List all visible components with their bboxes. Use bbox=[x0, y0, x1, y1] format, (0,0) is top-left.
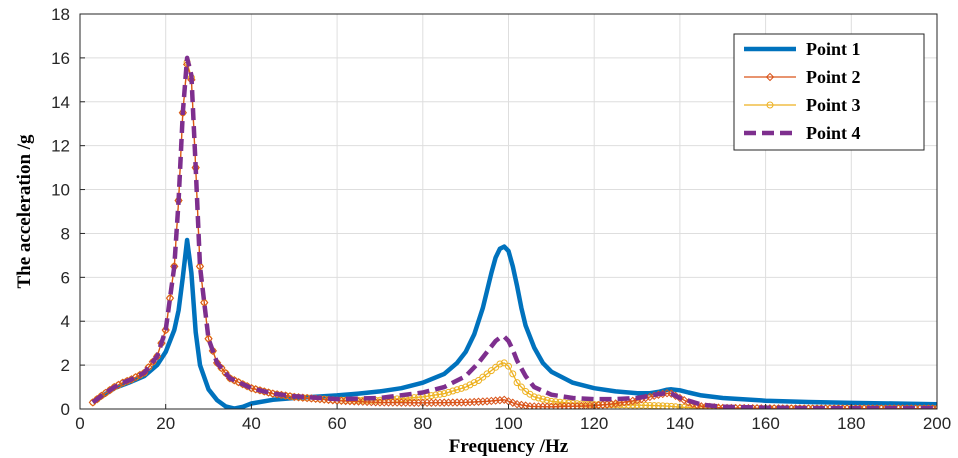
legend: Point 1 Point 2 Point 3 Point 4 bbox=[733, 33, 925, 151]
data-point-marker bbox=[645, 392, 655, 402]
data-point-marker bbox=[436, 390, 444, 398]
data-point-marker bbox=[475, 376, 483, 384]
data-point-marker bbox=[932, 404, 937, 409]
data-point-marker bbox=[663, 402, 671, 409]
y-axis-title: The acceleration /g bbox=[14, 134, 35, 289]
data-point-marker bbox=[539, 395, 547, 403]
legend-label: Point 1 bbox=[806, 39, 861, 59]
x-tick-label: 80 bbox=[413, 414, 432, 433]
series-point-4 bbox=[91, 55, 937, 409]
data-point-marker bbox=[513, 379, 521, 387]
data-point-marker bbox=[195, 262, 205, 271]
data-point-marker bbox=[462, 383, 470, 391]
x-tick-label: 20 bbox=[156, 414, 175, 433]
y-tick-label: 0 bbox=[61, 400, 70, 419]
data-point-marker bbox=[487, 367, 495, 375]
legend-item: Point 1 bbox=[744, 39, 861, 59]
data-point-marker bbox=[598, 400, 607, 409]
data-point-marker bbox=[611, 399, 620, 408]
data-point-marker bbox=[629, 401, 637, 409]
data-point-marker bbox=[483, 370, 491, 378]
x-axis-title: Frequency /Hz bbox=[449, 436, 569, 457]
y-tick-label: 12 bbox=[51, 137, 70, 156]
data-point-marker bbox=[178, 108, 188, 117]
x-tick-label: 160 bbox=[751, 414, 779, 433]
data-point-marker bbox=[492, 363, 500, 371]
legend-item: Point 2 bbox=[744, 67, 861, 87]
data-point-marker bbox=[508, 398, 517, 407]
data-point-marker bbox=[457, 384, 465, 392]
x-tick-label: 200 bbox=[923, 414, 951, 433]
data-point-marker bbox=[505, 362, 512, 370]
data-point-marker bbox=[440, 390, 448, 398]
data-point-marker bbox=[495, 396, 505, 405]
y-tick-label: 2 bbox=[61, 356, 70, 375]
y-tick-label: 8 bbox=[61, 224, 70, 243]
data-point-marker bbox=[410, 394, 418, 402]
data-point-marker bbox=[602, 400, 612, 409]
y-tick-label: 4 bbox=[61, 312, 70, 331]
data-point-marker bbox=[453, 386, 461, 394]
data-point-marker bbox=[496, 360, 504, 368]
legend-label: Point 4 bbox=[806, 123, 861, 143]
y-tick-label: 16 bbox=[51, 49, 70, 68]
x-tick-label: 0 bbox=[75, 414, 84, 433]
data-point-marker bbox=[628, 396, 637, 406]
legend-item: Point 3 bbox=[744, 95, 861, 115]
data-point-marker bbox=[679, 396, 689, 405]
data-point-marker bbox=[633, 401, 641, 409]
x-tick-label: 40 bbox=[242, 414, 261, 433]
data-point-marker bbox=[482, 397, 492, 406]
legend-box bbox=[733, 33, 925, 151]
data-point-marker bbox=[470, 379, 478, 387]
data-point-marker bbox=[642, 401, 650, 409]
data-point-marker bbox=[509, 370, 517, 378]
tick-labels: 0 20 40 60 80 100 120 140 160 180 200 0 2 4 6 8 10 12 14 16… bbox=[51, 5, 951, 433]
y-tick-label: 18 bbox=[51, 5, 70, 24]
data-point-marker bbox=[615, 398, 625, 408]
data-point-marker bbox=[466, 381, 474, 389]
legend-label: Point 3 bbox=[806, 95, 861, 115]
data-point-marker bbox=[449, 387, 457, 395]
data-point-marker bbox=[646, 401, 654, 409]
data-point-marker bbox=[517, 383, 525, 391]
data-point-marker bbox=[530, 393, 538, 401]
data-point-marker bbox=[560, 399, 568, 407]
data-point-marker bbox=[500, 359, 508, 367]
data-point-marker bbox=[684, 404, 692, 409]
y-tick-label: 6 bbox=[61, 268, 70, 287]
x-tick-label: 100 bbox=[494, 414, 522, 433]
x-tick-label: 120 bbox=[580, 414, 608, 433]
data-point-marker bbox=[589, 401, 599, 409]
x-tick-label: 60 bbox=[328, 414, 347, 433]
data-point-marker bbox=[393, 395, 401, 403]
data-point-marker bbox=[487, 396, 496, 406]
legend-item: Point 4 bbox=[744, 123, 861, 143]
data-point-marker bbox=[445, 388, 453, 396]
x-tick-label: 180 bbox=[837, 414, 865, 433]
y-tick-label: 14 bbox=[51, 93, 70, 112]
data-point-marker bbox=[667, 402, 675, 409]
data-point-marker bbox=[534, 394, 542, 402]
data-point-marker bbox=[547, 397, 555, 405]
data-point-marker bbox=[672, 403, 680, 409]
data-point-marker bbox=[500, 395, 509, 404]
data-point-marker bbox=[697, 404, 705, 409]
y-tick-label: 10 bbox=[51, 181, 70, 200]
data-point-marker bbox=[765, 72, 775, 82]
data-point-marker bbox=[556, 398, 564, 406]
series-line bbox=[91, 55, 937, 409]
data-point-marker bbox=[491, 396, 500, 405]
data-point-marker bbox=[432, 391, 440, 399]
legend-label: Point 2 bbox=[806, 67, 861, 87]
data-point-marker bbox=[607, 399, 616, 409]
data-point-marker bbox=[479, 373, 487, 381]
data-point-marker bbox=[766, 101, 774, 109]
x-tick-label: 140 bbox=[666, 414, 694, 433]
data-point-marker bbox=[552, 398, 560, 406]
